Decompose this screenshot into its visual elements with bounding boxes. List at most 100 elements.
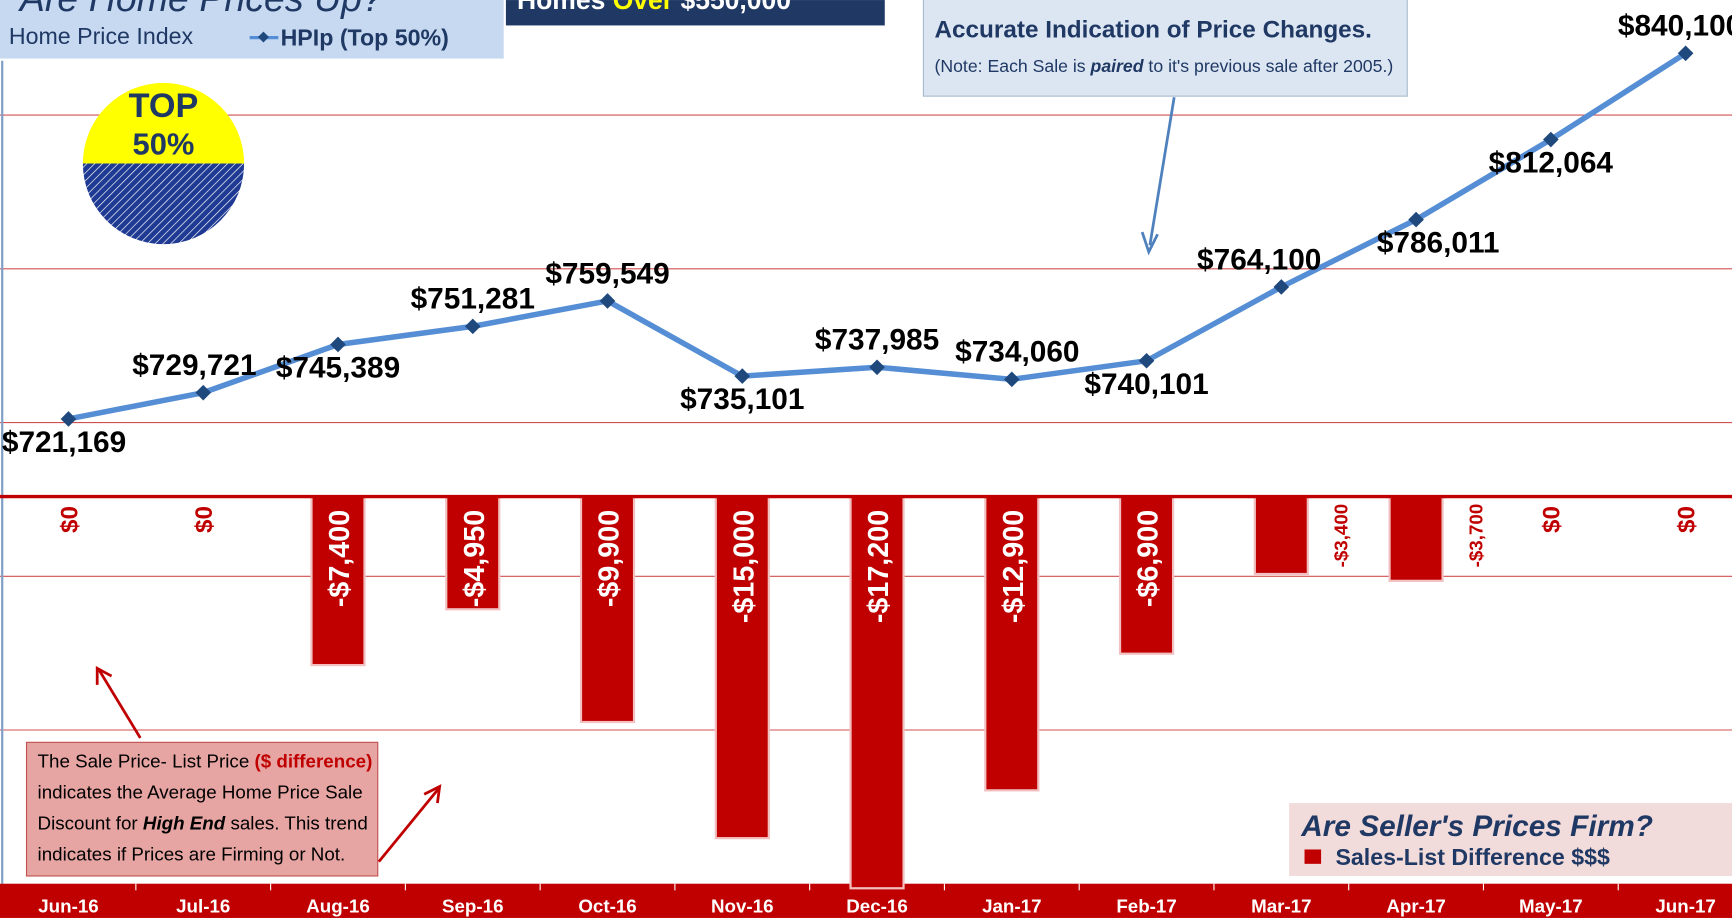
info-part: The Sale Price- List Price — [38, 751, 255, 772]
x-tick-label: Feb-17 — [1116, 895, 1176, 916]
x-tick-label: May-17 — [1519, 895, 1583, 916]
bar-label: -$3,700 — [1465, 504, 1486, 568]
bar — [310, 495, 366, 667]
subtitle-box — [505, 0, 885, 26]
x-tick-label: Jun-16 — [38, 895, 98, 916]
bar — [445, 495, 501, 611]
info-line: The Sale Price- List Price ($ difference… — [38, 751, 373, 772]
marker — [869, 359, 885, 376]
info-line: indicates the Average Home Price Sale — [38, 782, 363, 803]
bar-label: $0 — [1673, 506, 1700, 533]
bar-legend-title: Are Seller's Prices Firm? — [1300, 810, 1653, 843]
data-label: $737,985 — [815, 324, 939, 357]
note: (Note: Each Sale is paired to it's previ… — [934, 56, 1393, 76]
bar-legend-label: Sales-List Difference $$$ — [1335, 844, 1610, 870]
subtitle-part: $550,000 — [680, 0, 791, 15]
bar — [1388, 495, 1444, 582]
note-part: (Note: Each Sale is — [934, 56, 1090, 76]
data-label: $840,100 — [1618, 10, 1732, 43]
legend-marker — [257, 31, 269, 43]
badge-bottom — [82, 163, 245, 245]
data-label: $751,281 — [411, 283, 535, 316]
info-part: ($ difference) — [254, 751, 372, 772]
x-tick-label: Jul-16 — [176, 895, 230, 916]
info-part: indicates if Prices are Firming or Not. — [38, 844, 346, 865]
subtitle-part: Homes — [517, 0, 605, 15]
bar-label: -$6,900 — [1133, 510, 1165, 607]
bar-label: -$12,900 — [998, 510, 1030, 623]
legend-title: Home Price Index — [9, 23, 194, 49]
data-label: $745,389 — [276, 352, 400, 385]
bar — [1118, 495, 1175, 655]
marker — [330, 336, 346, 353]
bar-label: $0 — [1539, 506, 1566, 533]
data-label: $764,100 — [1197, 243, 1321, 276]
chart-title: Are Home Prices Up? — [18, 0, 383, 19]
x-tick-label: Jun-17 — [1655, 895, 1715, 916]
note-part: paired — [1090, 56, 1145, 76]
arrow — [98, 669, 142, 739]
x-tick-label: Dec-16 — [846, 895, 908, 916]
x-axis-band — [0, 883, 1732, 918]
info-line: Discount for High End sales. This trend — [38, 813, 368, 834]
info-box — [25, 741, 379, 877]
info-line: indicates if Prices are Firming or Not. — [38, 844, 346, 865]
x-tick-label: Sep-16 — [442, 895, 504, 916]
data-label: $735,101 — [680, 383, 804, 416]
marker — [599, 293, 616, 309]
info-part: High End — [143, 813, 226, 834]
bar-label: $0 — [191, 506, 218, 533]
arrow-head — [423, 784, 442, 804]
badge-text: TOP — [129, 87, 199, 125]
arrow — [377, 787, 440, 863]
subtitle-part: Over — [613, 0, 673, 15]
bar-legend-box — [1289, 803, 1732, 876]
arrow — [1148, 97, 1176, 246]
info-part: sales. This trend — [225, 813, 368, 834]
arrow-head — [1140, 231, 1159, 256]
legend-box — [0, 0, 504, 59]
bar — [579, 495, 636, 724]
badge-top — [82, 82, 245, 164]
x-tick-label: Apr-17 — [1386, 895, 1445, 916]
marker — [195, 384, 212, 401]
bar-legend-swatch — [1304, 849, 1322, 864]
subtitle: Homes Over $550,000 — [517, 0, 791, 15]
marker — [60, 411, 77, 427]
bar — [984, 495, 1040, 792]
bar-label: -$15,000 — [728, 510, 760, 623]
marker — [1138, 352, 1155, 369]
data-label: $759,549 — [545, 257, 669, 290]
marker — [464, 318, 481, 335]
marker — [1273, 279, 1290, 295]
marker — [1408, 211, 1424, 228]
badge-text: 50% — [133, 127, 195, 162]
x-tick-label: Oct-16 — [578, 895, 636, 916]
bar-label: $0 — [56, 506, 83, 533]
bar-label: -$17,200 — [863, 510, 895, 623]
note-box — [922, 0, 1408, 97]
bar-label: -$3,400 — [1331, 504, 1352, 568]
arrow-head — [95, 666, 113, 685]
data-label: $729,721 — [132, 349, 256, 382]
marker — [1003, 371, 1020, 388]
x-tick-label: Mar-17 — [1251, 895, 1312, 916]
data-label: $734,060 — [955, 336, 1079, 369]
data-label: $721,169 — [2, 426, 126, 459]
data-label: $786,011 — [1377, 227, 1500, 260]
bar-label: -$4,950 — [459, 510, 491, 607]
info-part: Discount for — [38, 813, 143, 834]
bar — [1253, 495, 1309, 576]
x-tick-label: Nov-16 — [711, 895, 774, 916]
x-tick-label: Jan-17 — [982, 895, 1041, 916]
info-text: The Sale Price- List Price ($ difference… — [38, 751, 373, 865]
info-part: indicates the Average Home Price Sale — [38, 782, 363, 803]
data-label: $740,101 — [1084, 368, 1208, 401]
bar — [849, 495, 905, 890]
data-label: $812,064 — [1489, 147, 1614, 180]
bar-label: -$7,400 — [324, 510, 356, 607]
plot-area: Jun-16 Jul-16 Aug-16 Sep-16 Oct-16 Nov-16 Dec-… — [0, 10, 1732, 918]
note-title: Accurate Indication of Price Changes. — [934, 17, 1371, 44]
